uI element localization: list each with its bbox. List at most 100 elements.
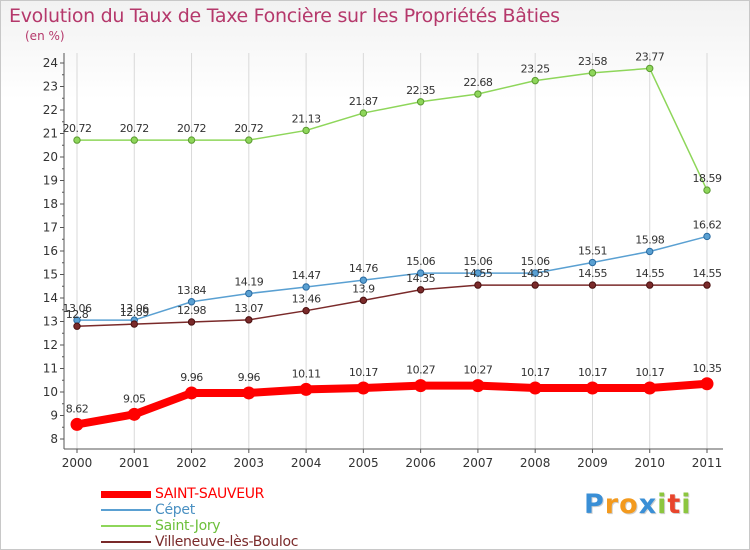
data-point bbox=[416, 269, 425, 277]
y-tick-label: 11 bbox=[43, 362, 58, 376]
data-label: 14.55 bbox=[693, 267, 722, 280]
data-point bbox=[185, 386, 199, 400]
data-label: 21.13 bbox=[292, 112, 321, 125]
y-tick-label: 24 bbox=[43, 56, 58, 70]
data-point bbox=[474, 90, 482, 98]
data-label: 10.17 bbox=[521, 366, 550, 379]
data-point bbox=[588, 69, 597, 77]
x-tick-label: 2004 bbox=[291, 456, 322, 470]
data-label: 10.11 bbox=[292, 367, 321, 380]
data-point bbox=[245, 136, 253, 144]
data-point bbox=[187, 298, 196, 306]
data-label: 20.72 bbox=[177, 122, 206, 135]
y-tick-label: 23 bbox=[43, 80, 58, 94]
data-label: 13.84 bbox=[177, 284, 206, 297]
data-point bbox=[703, 186, 711, 194]
data-point bbox=[359, 276, 368, 284]
y-tick-label: 20 bbox=[43, 150, 58, 164]
data-label: 9.05 bbox=[123, 392, 146, 405]
series-line bbox=[76, 67, 708, 191]
y-tick-label: 10 bbox=[43, 385, 58, 399]
data-point bbox=[302, 126, 310, 135]
data-point bbox=[416, 98, 425, 106]
data-label: 13.07 bbox=[234, 302, 263, 315]
data-point bbox=[245, 316, 253, 324]
y-tick-label: 8 bbox=[50, 432, 58, 446]
series-2: 20.72 20.72 20.72 20.72 21.13 21.87 22.35 22.68… bbox=[63, 50, 722, 194]
series-3: 12.8 12.89 12.98 13.07 13.46 13.9 14.35 14.55 14… bbox=[66, 267, 722, 330]
legend-swatch bbox=[101, 509, 151, 511]
series-line bbox=[76, 284, 708, 327]
data-label: 22.35 bbox=[406, 84, 435, 97]
data-point bbox=[242, 386, 256, 400]
data-label: 23.25 bbox=[521, 63, 550, 76]
x-tick-label: 2010 bbox=[634, 456, 665, 470]
data-label: 23.77 bbox=[635, 50, 664, 63]
data-label: 13.06 bbox=[120, 302, 149, 315]
data-point bbox=[187, 136, 196, 144]
x-tick-label: 2005 bbox=[348, 456, 379, 470]
legend-label: Cépet bbox=[155, 502, 195, 518]
data-point bbox=[359, 296, 368, 305]
legend-label: Saint-Jory bbox=[155, 518, 221, 534]
data-point bbox=[528, 381, 542, 395]
chart-title: Evolution du Taux de Taxe Foncière sur l… bbox=[9, 5, 560, 27]
y-tick-label: 17 bbox=[43, 221, 58, 235]
data-label: 18.59 bbox=[693, 172, 722, 185]
y-tick-label: 18 bbox=[43, 197, 58, 211]
x-tick-label: 2000 bbox=[62, 456, 93, 470]
data-point bbox=[73, 322, 81, 330]
data-label: 8.62 bbox=[66, 402, 89, 415]
x-tick-label: 2008 bbox=[520, 456, 551, 470]
data-point bbox=[531, 76, 539, 85]
data-point bbox=[646, 281, 654, 289]
data-label: 20.72 bbox=[63, 122, 92, 135]
data-label: 9.96 bbox=[180, 371, 203, 384]
y-tick-label: 13 bbox=[43, 315, 58, 329]
legend-label: SAINT-SAUVEUR bbox=[155, 486, 265, 502]
logo-letter: r bbox=[604, 489, 620, 520]
y-tick-label: 12 bbox=[43, 338, 58, 352]
series-line bbox=[76, 235, 708, 321]
data-point bbox=[585, 381, 599, 395]
data-point bbox=[130, 320, 138, 328]
data-point bbox=[531, 281, 539, 289]
data-point bbox=[302, 283, 310, 291]
data-label: 14.55 bbox=[635, 267, 664, 280]
data-label: 12.98 bbox=[177, 304, 206, 317]
data-label: 10.27 bbox=[406, 364, 435, 377]
data-point bbox=[299, 382, 313, 396]
data-label: 15.98 bbox=[635, 233, 664, 246]
x-tick-label: 2009 bbox=[577, 456, 608, 470]
data-label: 14.35 bbox=[406, 272, 435, 285]
data-point bbox=[187, 318, 196, 326]
data-point bbox=[474, 269, 482, 277]
proxiti-logo: Proxiti bbox=[584, 489, 692, 520]
data-point bbox=[130, 136, 138, 144]
data-label: 15.51 bbox=[578, 245, 607, 258]
data-point bbox=[588, 281, 597, 289]
data-point bbox=[646, 64, 654, 73]
data-label: 14.55 bbox=[521, 267, 550, 280]
data-label: 14.47 bbox=[292, 269, 321, 282]
data-point bbox=[471, 379, 485, 393]
data-label: 23.58 bbox=[578, 55, 607, 68]
x-tick-label: 2001 bbox=[119, 456, 150, 470]
data-label: 10.35 bbox=[693, 362, 722, 375]
data-point bbox=[73, 136, 81, 144]
data-label: 14.76 bbox=[349, 262, 378, 275]
data-label: 10.17 bbox=[349, 366, 378, 379]
x-tick-label: 2006 bbox=[405, 456, 436, 470]
data-label: 10.27 bbox=[463, 364, 492, 377]
series-1: 13.06 13.06 13.84 14.19 14.47 14.76 15.06 15.06… bbox=[63, 218, 722, 324]
y-tick-label: 14 bbox=[43, 291, 58, 305]
data-point bbox=[416, 286, 425, 294]
data-label: 12.89 bbox=[120, 306, 149, 319]
logo-letter: i bbox=[681, 489, 692, 520]
data-point bbox=[245, 289, 253, 298]
data-point bbox=[646, 247, 654, 256]
legend-swatch bbox=[101, 491, 151, 498]
data-label: 13.9 bbox=[352, 282, 375, 295]
logo-letter: o bbox=[619, 489, 639, 520]
data-point bbox=[356, 381, 370, 395]
